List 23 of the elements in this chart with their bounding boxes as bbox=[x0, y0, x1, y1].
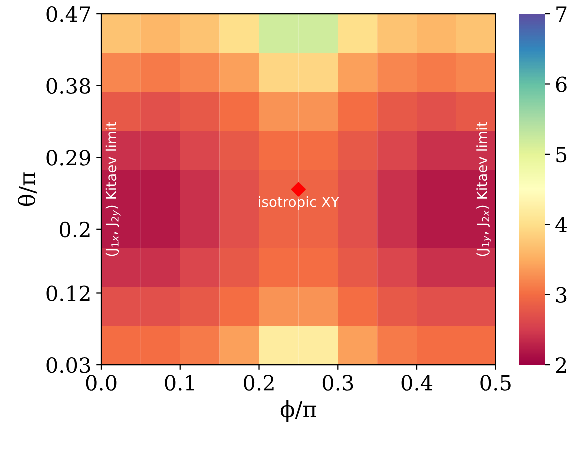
color-bar-label: 3 bbox=[556, 287, 567, 304]
x-tick-label: 0.5 bbox=[480, 375, 511, 391]
color-bar-label: 5 bbox=[556, 147, 567, 163]
x-tick-label: 0.3 bbox=[322, 375, 354, 391]
y-tick-label: 0.29 bbox=[46, 150, 90, 166]
color-bar-label: 7 bbox=[556, 6, 567, 22]
annotation: (J$_{1y}$, J$_{2x}$) Kitaev limit bbox=[476, 122, 492, 256]
x-axis-title: ϕ/π bbox=[280, 400, 317, 422]
annotation: isotropic XY bbox=[259, 196, 340, 210]
color-bar-label: 6 bbox=[556, 76, 567, 92]
annotation: (J$_{1x}$, J$_{2y}$) Kitaev limit bbox=[106, 122, 121, 256]
y-tick-label: 0.12 bbox=[46, 286, 90, 302]
y-axis-title: θ/π bbox=[18, 172, 38, 206]
x-tick-label: 0.4 bbox=[402, 375, 433, 391]
y-tick-label: 0.03 bbox=[46, 357, 90, 374]
x-tick-label: 0.2 bbox=[244, 375, 274, 391]
x-tick-label: 0.1 bbox=[165, 375, 194, 391]
y-tick-label: 0.47 bbox=[46, 6, 90, 22]
x-tick-label: 0.0 bbox=[86, 375, 117, 391]
color-bar-label: 2 bbox=[556, 357, 566, 373]
y-tick-label: 0.38 bbox=[46, 78, 90, 94]
color-bar-label: 4 bbox=[556, 217, 568, 233]
y-tick-label: 0.2 bbox=[60, 222, 90, 238]
